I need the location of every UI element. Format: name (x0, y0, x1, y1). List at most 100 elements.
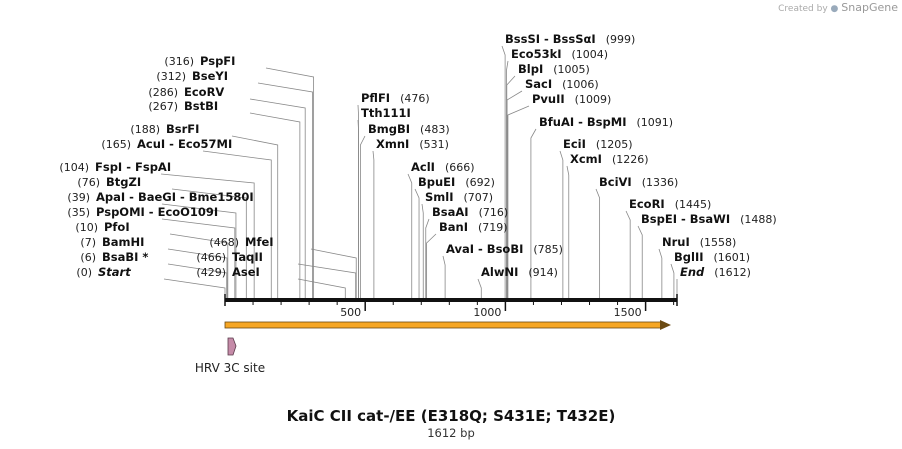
site-leader (171, 188, 247, 298)
site-leader (257, 82, 313, 298)
site-leader (670, 263, 675, 298)
site-position: (312) (156, 70, 186, 83)
site-position: (483) (420, 123, 450, 136)
site-leader (637, 225, 643, 298)
site-enzyme-name: BssSI - BssSαI (505, 32, 596, 46)
orf-bar (224, 321, 664, 329)
site-position: (104) (59, 161, 89, 174)
site-leader (297, 278, 346, 298)
credit-prefix: Created by (778, 4, 828, 14)
site-enzyme-name: FspI - FspAI (95, 160, 171, 174)
site-leader (559, 150, 564, 298)
site-position: (1601) (714, 251, 751, 264)
site-position: (1205) (596, 138, 633, 151)
site-leader (501, 45, 506, 298)
site-position: (165) (101, 138, 131, 151)
site-leader (202, 150, 272, 298)
site-enzyme-name: BtgZI (106, 175, 141, 189)
axis-tick-label: 500 (340, 306, 361, 319)
site-leader-lines (160, 45, 678, 298)
site-position: (1558) (700, 236, 737, 249)
site-enzyme-name: Start (98, 265, 131, 279)
site-position: (719) (478, 221, 508, 234)
site-enzyme-name: BciVI (599, 175, 632, 189)
site-position: (1005) (553, 63, 590, 76)
site-enzyme-name: MfeI (245, 235, 274, 249)
site-position: (476) (400, 92, 430, 105)
site-leader (442, 255, 446, 298)
site-position: (6) (80, 251, 96, 264)
site-enzyme-name: Tth111I (361, 106, 411, 120)
site-position: (531) (419, 138, 449, 151)
site-leader (426, 233, 437, 298)
site-enzyme-name: BamHI (102, 235, 144, 249)
site-leader (507, 105, 530, 298)
site-position: (35) (67, 206, 90, 219)
site-leader (595, 188, 601, 298)
orf-arrowhead (660, 320, 671, 330)
site-position: (707) (464, 191, 494, 204)
site-position: (267) (148, 100, 178, 113)
site-enzyme-name: PspFI (200, 54, 235, 68)
site-enzyme-name: BsrFI (166, 122, 199, 136)
site-position: (188) (130, 123, 160, 136)
site-position: (429) (196, 266, 226, 279)
sequence-length: 1612 bp (427, 426, 475, 440)
site-enzyme-name: BseYI (192, 69, 228, 83)
site-labels: (0) Start(6) BsaBI * (7) BamHI (10) PfoI (35) Ps… (59, 32, 776, 279)
site-position: (1226) (612, 153, 649, 166)
site-enzyme-name: SmlI (425, 190, 454, 204)
site-position: (716) (479, 206, 509, 219)
site-leader (249, 98, 306, 298)
site-position: (7) (80, 236, 96, 249)
site-position: (1009) (575, 93, 612, 106)
snapgene-logo-icon: ● (830, 4, 839, 14)
site-enzyme-name: BpuEI (418, 175, 455, 189)
site-leader (231, 135, 279, 298)
site-position: (466) (196, 251, 226, 264)
credit-brand: SnapGene (841, 1, 898, 14)
site-leader (310, 248, 357, 298)
feature-label: HRV 3C site (195, 361, 265, 375)
site-enzyme-name: BstBI (184, 99, 218, 113)
site-enzyme-name: BglII (674, 250, 704, 264)
site-leader (372, 150, 375, 298)
site-enzyme-name: AseI (232, 265, 260, 279)
site-leader (297, 263, 357, 298)
site-enzyme-name: BmgBI (368, 122, 410, 136)
site-position: (1006) (562, 78, 599, 91)
site-position: (1336) (642, 176, 679, 189)
axis-tick-label: 1500 (614, 306, 642, 319)
site-leader (425, 218, 430, 298)
site-enzyme-name: PspOMI - EcoO109I (96, 205, 218, 219)
site-position: (1004) (572, 48, 609, 61)
site-position: (666) (445, 161, 475, 174)
site-leader (167, 248, 228, 298)
site-position: (999) (606, 33, 636, 46)
site-enzyme-name: ApaI - BaeGI - Bme1580I (96, 190, 254, 204)
hrv-3c-feature: HRV 3C site (195, 337, 265, 375)
site-enzyme-name: AlwNI (481, 265, 518, 279)
snapgene-credit: Created by ● SnapGene (778, 1, 898, 14)
site-position: (316) (164, 55, 194, 68)
site-position: (914) (528, 266, 558, 279)
axis-ticks: 500 1000 1500 (252, 302, 675, 319)
orf-arrow (224, 320, 671, 330)
site-position: (39) (67, 191, 90, 204)
site-enzyme-name: PflFI (361, 91, 390, 105)
site-enzyme-name: BlpI (518, 62, 543, 76)
site-position: (1445) (675, 198, 712, 211)
backbone-bar (225, 298, 677, 302)
site-position: (0) (76, 266, 92, 279)
site-enzyme-name: EcoRV (184, 85, 224, 99)
site-enzyme-name: PfoI (104, 220, 130, 234)
site-position: (76) (77, 176, 100, 189)
site-enzyme-name: XmnI (376, 137, 409, 151)
site-enzyme-name: EcoRI (629, 197, 665, 211)
site-leader (477, 278, 482, 298)
site-leader (625, 210, 631, 298)
site-enzyme-name: TaqII (232, 250, 263, 264)
site-position: (286) (148, 86, 178, 99)
site-position: (785) (533, 243, 563, 256)
site-enzyme-name: EciI (563, 137, 586, 151)
